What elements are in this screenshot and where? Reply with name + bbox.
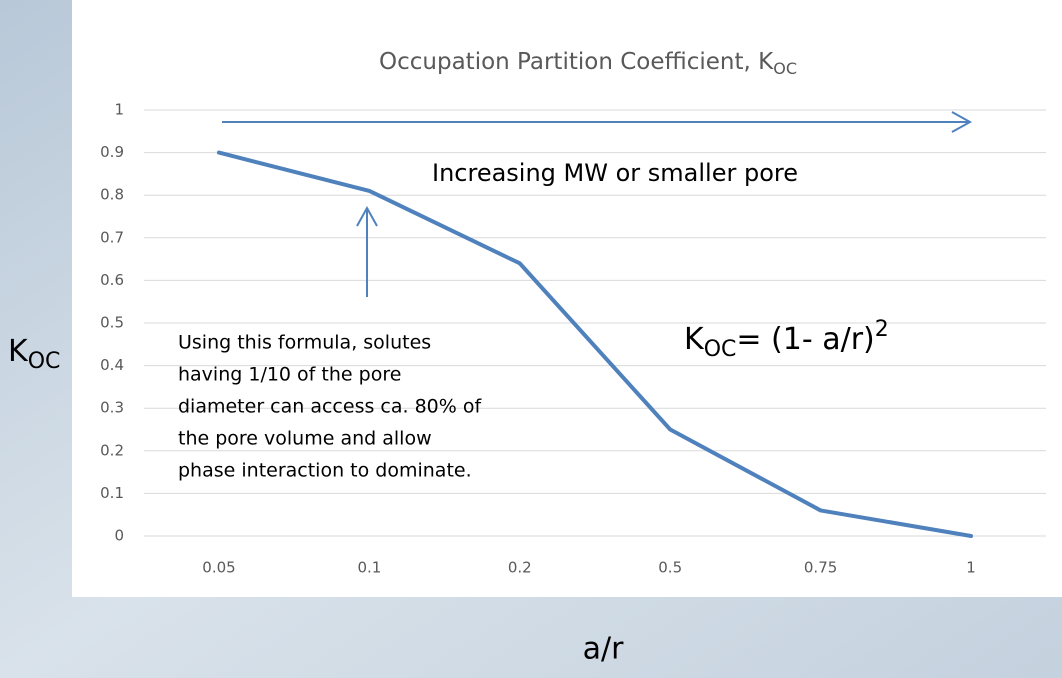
formula-base: K (684, 322, 705, 357)
note-line: phase interaction to dominate. (178, 460, 472, 482)
x-axis-label: a/r (583, 632, 624, 667)
x-tick-label: 0.75 (804, 559, 837, 577)
x-tick-label: 0.2 (508, 559, 532, 577)
x-tick-label: 0.05 (202, 559, 235, 577)
data-line (217, 150, 973, 538)
y-label-text: K (8, 334, 29, 369)
arrow-head (951, 111, 973, 133)
title-subscript: OC (773, 59, 797, 78)
formula-subscript: OC (704, 337, 737, 362)
formula-body: = (1- a/r) (736, 322, 874, 357)
note: Using this formula, solutes having 1/10 o… (178, 332, 482, 482)
x-tick-label: 0.1 (357, 559, 381, 577)
chart-title: Occupation Partition Coefficient, KOC (379, 49, 797, 78)
y-label-subscript: OC (28, 349, 61, 374)
y-tick-label: 0.4 (100, 356, 124, 374)
y-axis-label: KOC (8, 334, 60, 375)
y-tick-label: 0.9 (100, 143, 124, 161)
plot-background (72, 0, 1062, 597)
y-tick-label: 0.8 (100, 186, 124, 204)
y-tick-label: 0.6 (100, 271, 124, 289)
grid: 0 0.1 0.2 0.3 0.4 0.5 0.6 0.7 0.8 0.9 1 0.05 0.1 0.2 0… (100, 101, 1046, 577)
y-tick-label: 0.1 (100, 484, 124, 502)
y-tick-label: 1 (114, 101, 124, 119)
x-tick-label: 0.5 (658, 559, 682, 577)
arrow-label: Increasing MW or smaller pore (432, 159, 798, 187)
note-line: the pore volume and allow (178, 428, 432, 450)
y-tick-label: 0.5 (100, 314, 124, 332)
marks (217, 150, 973, 538)
title-text: Occupation Partition Coefficient, K (379, 49, 774, 75)
y-tick-label: 0.3 (100, 399, 124, 417)
formula: KOC= (1- a/r)2 (684, 317, 889, 362)
y-tick-label: 0.7 (100, 228, 124, 246)
note-line: diameter can access ca. 80% of (178, 396, 482, 418)
arrow-head (356, 205, 378, 227)
note-line: having 1/10 of the pore (178, 364, 401, 386)
y-tick-label: 0 (114, 527, 124, 545)
x-tick-label: 1 (966, 559, 976, 577)
note-line: Using this formula, solutes (178, 332, 431, 354)
y-tick-label: 0.2 (100, 441, 124, 459)
formula-superscript: 2 (875, 317, 889, 342)
